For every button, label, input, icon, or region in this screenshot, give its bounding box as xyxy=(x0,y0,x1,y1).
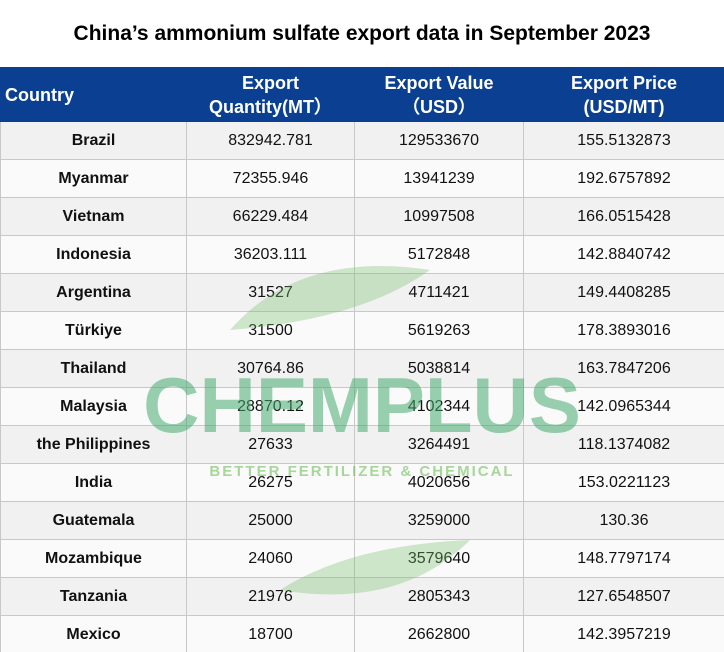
table-row: Mexico 18700 2662800 142.3957219 xyxy=(0,615,724,652)
country-cell: Guatemala xyxy=(0,501,187,540)
value-cell: 31527 xyxy=(186,273,355,312)
table-row: Argentina 31527 4711421 149.4408285 xyxy=(0,273,724,312)
value-cell: 130.36 xyxy=(523,501,724,540)
value-cell: 142.3957219 xyxy=(523,615,724,652)
value-cell: 163.7847206 xyxy=(523,349,724,388)
table-row: Malaysia 28870.12 4102344 142.0965344 xyxy=(0,387,724,426)
header-line: Export Value xyxy=(384,72,494,93)
table-row: Indonesia 36203.111 5172848 142.8840742 xyxy=(0,235,724,274)
country-cell: Malaysia xyxy=(0,387,187,426)
table-row: Brazil 832942.781 129533670 155.5132873 xyxy=(0,121,724,160)
value-cell: 166.0515428 xyxy=(523,197,724,236)
header-line: Export Price xyxy=(570,72,678,93)
header-line: (USD/MT) xyxy=(583,96,665,117)
value-cell: 28870.12 xyxy=(186,387,355,426)
header-cell: Export Value （USD） xyxy=(354,67,524,122)
value-cell: 18700 xyxy=(186,615,355,652)
country-cell: Vietnam xyxy=(0,197,187,236)
value-cell: 5619263 xyxy=(354,311,524,350)
table-row: Tanzania 21976 2805343 127.6548507 xyxy=(0,577,724,616)
value-cell: 36203.111 xyxy=(186,235,355,274)
country-cell: Mexico xyxy=(0,615,187,652)
value-cell: 4102344 xyxy=(354,387,524,426)
country-cell: India xyxy=(0,463,187,502)
value-cell: 2805343 xyxy=(354,577,524,616)
value-cell: 24060 xyxy=(186,539,355,578)
value-cell: 10997508 xyxy=(354,197,524,236)
value-cell: 148.7797174 xyxy=(523,539,724,578)
value-cell: 142.8840742 xyxy=(523,235,724,274)
data-table: Country Export Quantity(MT） Export Value （US… xyxy=(0,67,724,652)
header-line: Country xyxy=(5,84,74,105)
value-cell: 25000 xyxy=(186,501,355,540)
table-row: the Philippines 27633 3264491 118.1374082 xyxy=(0,425,724,464)
table-row: Türkiye 31500 5619263 178.3893016 xyxy=(0,311,724,350)
title: China’s ammonium sulfate export data in … xyxy=(73,22,651,45)
value-cell: 142.0965344 xyxy=(523,387,724,426)
header-line: Quantity(MT） xyxy=(209,96,332,117)
value-cell: 3264491 xyxy=(354,425,524,464)
header-cell: Export Price (USD/MT) xyxy=(523,67,724,122)
country-cell: Myanmar xyxy=(0,159,187,198)
value-cell: 31500 xyxy=(186,311,355,350)
country-cell: Türkiye xyxy=(0,311,187,350)
value-cell: 832942.781 xyxy=(186,121,355,160)
value-cell: 2662800 xyxy=(354,615,524,652)
country-cell: Brazil xyxy=(0,121,187,160)
header-line: （USD） xyxy=(401,96,476,117)
value-cell: 127.6548507 xyxy=(523,577,724,616)
header-line: Export xyxy=(241,72,299,93)
value-cell: 5172848 xyxy=(354,235,524,274)
value-cell: 153.0221123 xyxy=(523,463,724,502)
value-cell: 4020656 xyxy=(354,463,524,502)
value-cell: 192.6757892 xyxy=(523,159,724,198)
value-cell: 72355.946 xyxy=(186,159,355,198)
value-cell: 149.4408285 xyxy=(523,273,724,312)
country-cell: Indonesia xyxy=(0,235,187,274)
value-cell: 30764.86 xyxy=(186,349,355,388)
value-cell: 26275 xyxy=(186,463,355,502)
header-cell: Export Quantity(MT） xyxy=(186,67,355,122)
header-cell: Country xyxy=(0,67,187,122)
country-cell: Tanzania xyxy=(0,577,187,616)
value-cell: 3579640 xyxy=(354,539,524,578)
value-cell: 178.3893016 xyxy=(523,311,724,350)
value-cell: 13941239 xyxy=(354,159,524,198)
table-row: Vietnam 66229.484 10997508 166.0515428 xyxy=(0,197,724,236)
value-cell: 118.1374082 xyxy=(523,425,724,464)
value-cell: 66229.484 xyxy=(186,197,355,236)
table-row: Mozambique 24060 3579640 148.7797174 xyxy=(0,539,724,578)
country-cell: the Philippines xyxy=(0,425,187,464)
value-cell: 5038814 xyxy=(354,349,524,388)
value-cell: 21976 xyxy=(186,577,355,616)
table-row: Thailand 30764.86 5038814 163.7847206 xyxy=(0,349,724,388)
value-cell: 4711421 xyxy=(354,273,524,312)
table-row: Myanmar 72355.946 13941239 192.6757892 xyxy=(0,159,724,198)
header-row: Country Export Quantity(MT） Export Value （US… xyxy=(0,67,724,122)
table-body: Brazil 832942.781 129533670 155.5132873 Myan… xyxy=(0,121,724,652)
country-cell: Thailand xyxy=(0,349,187,388)
table-row: India 26275 4020656 153.0221123 xyxy=(0,463,724,502)
value-cell: 27633 xyxy=(186,425,355,464)
country-cell: Mozambique xyxy=(0,539,187,578)
value-cell: 129533670 xyxy=(354,121,524,160)
table-row: Guatemala 25000 3259000 130.36 xyxy=(0,501,724,540)
value-cell: 3259000 xyxy=(354,501,524,540)
value-cell: 155.5132873 xyxy=(523,121,724,160)
country-cell: Argentina xyxy=(0,273,187,312)
